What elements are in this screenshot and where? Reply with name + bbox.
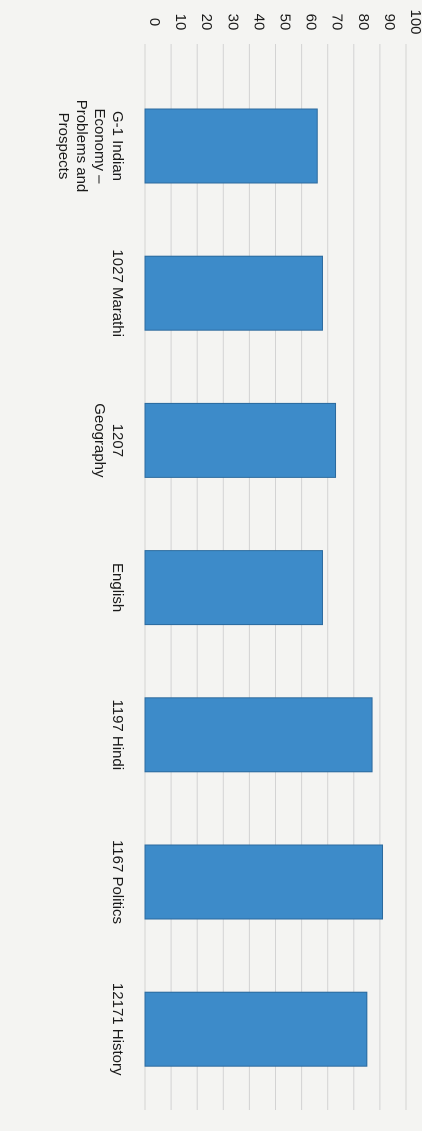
bar bbox=[144, 550, 323, 626]
category-label: G-1 IndianEconomy –Problems andProspects bbox=[55, 100, 126, 193]
bar bbox=[144, 255, 323, 331]
tick-label: 90 bbox=[381, 14, 398, 31]
category-label: 1207Geography bbox=[91, 403, 126, 478]
bar bbox=[144, 402, 337, 478]
category-label-line: Geography bbox=[91, 403, 108, 478]
category-labels: G-1 IndianEconomy –Problems andProspects… bbox=[55, 100, 126, 1076]
bars bbox=[144, 108, 384, 1067]
category-label-line: G-1 Indian bbox=[109, 111, 126, 181]
tick-label: 50 bbox=[277, 14, 294, 31]
tick-label: 40 bbox=[250, 14, 267, 31]
tick-label: 60 bbox=[303, 14, 320, 31]
bar bbox=[144, 108, 318, 184]
category-label: English bbox=[109, 563, 126, 612]
category-label: 1167 Politics bbox=[109, 840, 126, 924]
bar bbox=[144, 991, 368, 1067]
tick-label: 0 bbox=[146, 18, 163, 26]
tick-label: 20 bbox=[198, 14, 215, 31]
category-label-line: 1197 Hindi bbox=[109, 699, 126, 770]
tick-label: 70 bbox=[329, 14, 346, 31]
category-label-line: 1167 Politics bbox=[109, 840, 126, 924]
category-label-line: Problems and bbox=[73, 100, 90, 193]
category-label-line: English bbox=[109, 563, 126, 612]
value-axis-ticks: 0 10 20 30 40 50 60 70 80 90 100 bbox=[146, 9, 422, 34]
tick-label: 10 bbox=[172, 14, 189, 31]
tick-label: 30 bbox=[224, 14, 241, 31]
category-label-line: 1207 bbox=[109, 424, 126, 457]
category-label: 1197 Hindi bbox=[109, 699, 126, 770]
category-label-line: Prospects bbox=[55, 113, 72, 180]
category-label: 1027 Marathi bbox=[109, 249, 126, 337]
category-label: 12171 History bbox=[109, 983, 126, 1076]
bar bbox=[144, 697, 373, 773]
category-label-line: 1027 Marathi bbox=[109, 249, 126, 337]
category-label-line: Economy – bbox=[91, 108, 108, 184]
category-label-line: 12171 History bbox=[109, 983, 126, 1076]
tick-label: 100 bbox=[407, 9, 422, 34]
tick-label: 80 bbox=[355, 14, 372, 31]
bar bbox=[144, 844, 384, 920]
